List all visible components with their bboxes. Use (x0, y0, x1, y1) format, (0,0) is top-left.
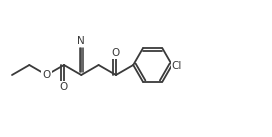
Text: O: O (42, 70, 51, 80)
Text: O: O (112, 48, 120, 58)
Text: Cl: Cl (172, 61, 182, 71)
Text: N: N (78, 35, 85, 45)
Text: O: O (60, 82, 68, 92)
